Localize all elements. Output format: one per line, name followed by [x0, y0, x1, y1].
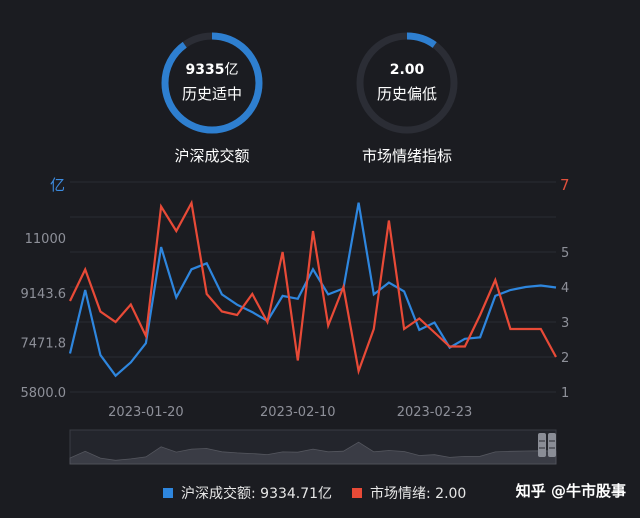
sentiment-value: 2.00 — [389, 62, 425, 78]
turnover-value: 9335亿 — [185, 62, 239, 78]
right-axis-tick: 2 — [561, 351, 569, 366]
x-axis-tick: 2023-02-10 — [260, 405, 336, 420]
turnover-gauge-ring — [161, 32, 263, 134]
legend-item-sentiment[interactable]: 市场情绪: 2.00 — [352, 483, 466, 503]
right-axis-tick: 3 — [561, 316, 569, 331]
navigator-handle-right[interactable] — [548, 433, 556, 457]
x-axis-tick: 2023-02-23 — [397, 405, 473, 420]
left-axis-unit: 亿 — [50, 176, 65, 194]
right-axis-unit: 7 — [560, 176, 570, 194]
turnover-status: 历史适中 — [181, 85, 242, 103]
dual-axis-line-chart: 亿 7 11000 9143.6 7471.8 5800.0 5 4 3 2 1 2023-0… — [21, 176, 570, 465]
right-axis-tick: 4 — [561, 281, 569, 296]
chart-legend: 沪深成交额: 9334.71亿 市场情绪: 2.00 — [0, 481, 640, 505]
right-axis-tick: 1 — [561, 386, 569, 401]
series-line-sentiment — [69, 199, 557, 376]
left-axis-tick: 7471.8 — [21, 337, 67, 352]
sentiment-gauge-ring — [356, 32, 458, 134]
turnover-caption: 沪深成交额 — [174, 147, 250, 165]
legend-item-turnover[interactable]: 沪深成交额: 9334.71亿 — [163, 483, 332, 503]
legend-swatch — [352, 488, 362, 498]
sentiment-status: 历史偏低 — [376, 85, 437, 103]
sentiment-caption: 市场情绪指标 — [361, 147, 452, 165]
left-axis-tick: 5800.0 — [21, 386, 67, 401]
series-line-turnover — [68, 202, 557, 378]
navigator-handle-left[interactable] — [538, 433, 546, 457]
watermark: 知乎 @牛市股事 — [515, 482, 626, 500]
navigator-area — [69, 441, 557, 465]
left-axis-tick: 11000 — [25, 232, 66, 247]
turnover-gauge: 9335亿 历史适中 — [157, 28, 267, 138]
x-axis-tick: 2023-01-20 — [108, 405, 184, 420]
right-axis-tick: 5 — [561, 246, 569, 261]
sentiment-gauge: 2.00 历史偏低 — [352, 28, 462, 138]
legend-swatch — [163, 488, 173, 498]
range-navigator[interactable] — [69, 429, 557, 465]
left-axis-tick: 9143.6 — [21, 287, 67, 302]
